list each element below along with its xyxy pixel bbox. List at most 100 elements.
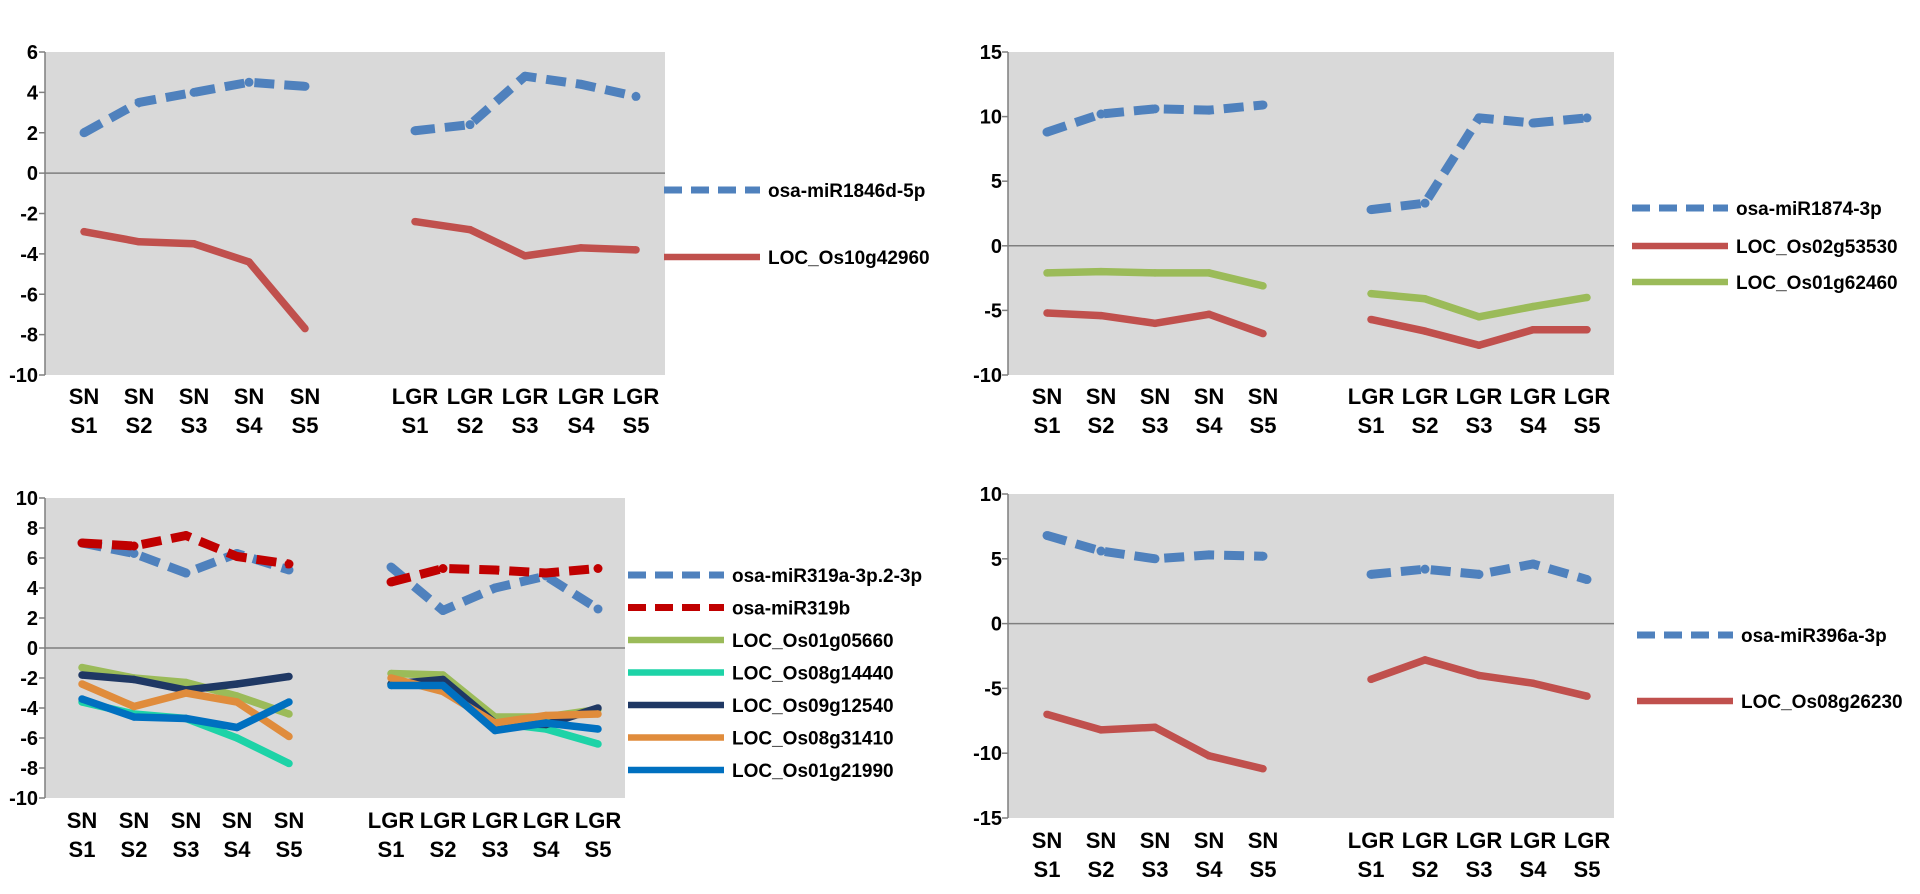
- data-point: [182, 689, 190, 697]
- x-category-label-bottom: S4: [1520, 413, 1548, 438]
- x-category-label-bottom: S5: [623, 413, 650, 438]
- y-tick-label: -8: [20, 758, 38, 780]
- data-point: [129, 549, 139, 558]
- legend-label: LOC_Os08g26230: [1741, 692, 1903, 713]
- x-category-label-top: LGR: [1456, 384, 1503, 409]
- data-point: [78, 671, 86, 679]
- data-point: [78, 663, 86, 672]
- data-point: [245, 258, 253, 266]
- x-category-label-top: LGR: [420, 808, 467, 833]
- data-point: [78, 695, 86, 703]
- x-category-label-top: LGR: [1564, 828, 1611, 853]
- y-tick-label: -5: [984, 300, 1002, 322]
- data-point: [1097, 267, 1105, 276]
- x-category-label-top: LGR: [1510, 384, 1557, 409]
- data-point: [1150, 104, 1160, 114]
- data-point: [632, 246, 640, 254]
- x-category-label-bottom: S4: [1520, 857, 1548, 882]
- data-point: [593, 564, 603, 573]
- y-tick-label: 0: [27, 163, 38, 185]
- x-category-label-bottom: S1: [1358, 857, 1385, 882]
- data-point: [1205, 269, 1213, 277]
- x-category-label-top: SN: [1248, 384, 1279, 409]
- data-point: [594, 710, 602, 718]
- plot-area: [45, 52, 665, 375]
- x-category-label-bottom: S2: [457, 413, 484, 438]
- data-point: [135, 238, 143, 246]
- data-point: [594, 725, 602, 733]
- x-category-label-top: SN: [1086, 384, 1117, 409]
- data-point: [577, 244, 585, 252]
- data-point: [285, 759, 293, 768]
- data-point: [1421, 327, 1429, 335]
- x-category-label-top: SN: [119, 808, 150, 833]
- data-point: [438, 564, 448, 573]
- data-point: [411, 217, 419, 226]
- x-category-label-bottom: S1: [1034, 857, 1061, 882]
- legend-label: LOC_Os10g42960: [768, 248, 930, 269]
- x-category-label-bottom: S1: [71, 413, 98, 438]
- x-category-label-bottom: S1: [378, 837, 405, 862]
- legend-label: LOC_Os01g62460: [1736, 273, 1898, 294]
- x-category-label-top: LGR: [1510, 828, 1557, 853]
- data-point: [1367, 675, 1375, 684]
- x-category-label-bottom: S3: [1466, 413, 1493, 438]
- data-point: [1367, 289, 1375, 298]
- data-point: [1259, 282, 1267, 290]
- x-category-label-bottom: S3: [181, 413, 208, 438]
- x-category-label-top: SN: [1140, 384, 1171, 409]
- data-point: [1150, 554, 1160, 564]
- plot-area: [1008, 494, 1614, 818]
- data-point: [541, 568, 551, 578]
- x-category-label-bottom: S2: [1412, 857, 1439, 882]
- x-category-label-top: LGR: [1402, 384, 1449, 409]
- data-point: [1258, 100, 1268, 110]
- x-category-label-top: SN: [274, 808, 305, 833]
- data-point: [1043, 309, 1051, 317]
- y-tick-label: 10: [980, 107, 1002, 129]
- y-tick-label: 5: [991, 549, 1002, 571]
- x-category-label-top: SN: [69, 384, 100, 409]
- x-category-label-top: LGR: [558, 384, 605, 409]
- x-category-label-bottom: S2: [121, 837, 148, 862]
- x-category-label-bottom: S2: [430, 837, 457, 862]
- data-point: [190, 240, 198, 248]
- data-point: [134, 97, 144, 107]
- data-point: [593, 604, 603, 614]
- x-category-label-top: SN: [234, 384, 265, 409]
- data-point: [285, 732, 293, 741]
- y-tick-label: -5: [984, 678, 1002, 700]
- data-point: [285, 698, 293, 706]
- y-tick-label: -10: [9, 365, 38, 387]
- x-category-label-bottom: S4: [236, 413, 264, 438]
- x-category-label-bottom: S3: [173, 837, 200, 862]
- data-point: [1151, 269, 1159, 277]
- data-point: [439, 675, 447, 684]
- x-category-label-top: LGR: [1402, 828, 1449, 853]
- x-category-label-bottom: S3: [512, 413, 539, 438]
- data-point: [521, 252, 529, 260]
- data-point: [301, 324, 309, 333]
- data-point: [1583, 692, 1591, 700]
- x-category-label-top: LGR: [472, 808, 519, 833]
- data-point: [465, 120, 475, 130]
- data-point: [1042, 127, 1052, 137]
- x-category-label-top: SN: [124, 384, 155, 409]
- data-point: [410, 126, 420, 136]
- data-point: [1205, 310, 1213, 319]
- data-point: [285, 710, 293, 718]
- x-category-label-top: SN: [1248, 828, 1279, 853]
- data-point: [129, 541, 139, 551]
- y-tick-label: -10: [9, 788, 38, 810]
- data-point: [189, 87, 199, 97]
- x-category-label-top: LGR: [1564, 384, 1611, 409]
- x-category-label-top: SN: [179, 384, 210, 409]
- data-point: [233, 698, 241, 706]
- data-point: [1366, 569, 1376, 579]
- data-point: [438, 606, 448, 615]
- x-category-label-bottom: S2: [1088, 857, 1115, 882]
- data-point: [1475, 341, 1483, 350]
- x-category-label-bottom: S4: [1196, 857, 1224, 882]
- data-point: [1204, 105, 1214, 115]
